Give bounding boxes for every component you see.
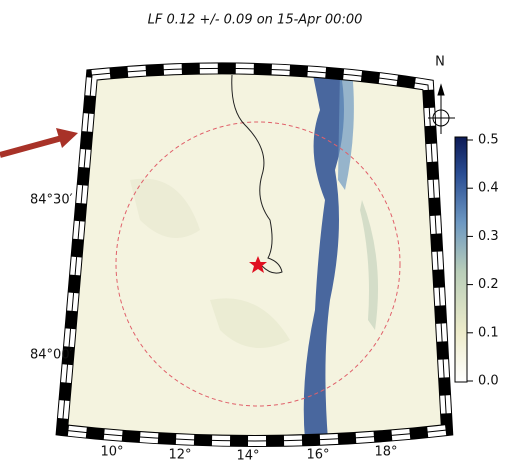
colorbar-tick-label: 0.1 <box>478 325 499 340</box>
map-figure: LF 0.12 +/- 0.09 on 15-Apr 00:00 N 84°30… <box>0 0 515 465</box>
lon-label: 16° <box>306 448 329 463</box>
pointer-arrow <box>0 128 78 155</box>
map-title: LF 0.12 +/- 0.09 on 15-Apr 00:00 <box>148 13 363 28</box>
colorbar-tick-label: 0.0 <box>478 374 499 389</box>
north-label: N <box>435 55 445 70</box>
lat-label: 84°00′ <box>30 348 73 363</box>
lat-label: 84°30′ <box>30 193 73 208</box>
colorbar-tick-label: 0.2 <box>478 277 499 292</box>
lon-label: 12° <box>168 448 191 463</box>
colorbar-tick-label: 0.5 <box>478 133 499 148</box>
lon-label: 10° <box>100 445 123 460</box>
colorbar-tick-label: 0.4 <box>478 181 499 196</box>
lon-label: 18° <box>374 445 397 460</box>
colorbar-tick-label: 0.3 <box>478 229 499 244</box>
map-background <box>62 68 447 441</box>
lon-label: 14° <box>236 449 259 464</box>
colorbar <box>455 137 467 382</box>
